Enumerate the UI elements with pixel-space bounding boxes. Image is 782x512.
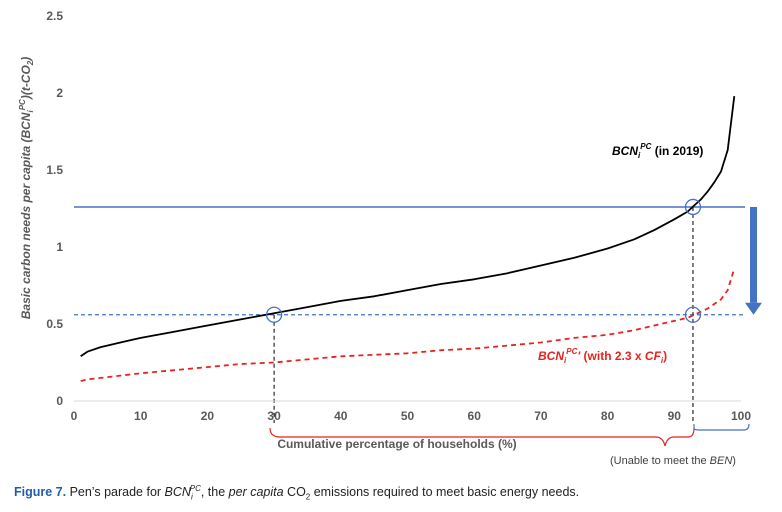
x-tick-label: 40 [334, 409, 348, 423]
intersection-circle [684, 198, 702, 216]
y-tick-label: 0 [56, 394, 63, 408]
caption-text: Pen’s parade for [66, 485, 165, 500]
y-tick-label: 1 [56, 240, 63, 254]
x-tick-label: 0 [71, 409, 78, 423]
black-series-label: BCNiPC (in 2019) [612, 142, 703, 160]
caption-bcn: BCN [164, 485, 191, 500]
pens-parade-chart: 0 10 20 30 40 50 60 70 80 90 100 0 0.5 1 1.5 2 2.5 Cumul… [18, 9, 762, 467]
y-tick-label: 0.5 [46, 317, 63, 331]
caption-co2-sub: 2 [305, 492, 311, 502]
vertical-guides [273, 206, 694, 423]
caption-per-capita: per capita [228, 485, 284, 500]
figure-caption: Figure 7. Pen’s parade for BCNiPC, the p… [14, 484, 579, 502]
caption-co2: CO [283, 485, 306, 500]
caption-bcn-sub: i [190, 492, 193, 502]
x-tick-label: 80 [601, 409, 615, 423]
y-tick-label: 1.5 [46, 163, 63, 177]
blue-brace [693, 423, 750, 431]
x-tick-label: 70 [534, 409, 548, 423]
caption-text-3: emissions required to meet basic energy … [310, 485, 580, 500]
arrow-head [745, 302, 762, 315]
caption-text-2: , the [200, 485, 229, 500]
x-tick-label: 50 [401, 409, 415, 423]
red-series-label: BCNiPC' (with 2.3 x CFi) [538, 347, 667, 365]
x-tick-label: 20 [201, 409, 215, 423]
red-brace [269, 427, 695, 447]
intersection-circle [684, 306, 702, 323]
x-axis-title: Cumulative percentage of households (%) [277, 437, 516, 451]
circle-markers [265, 198, 702, 323]
x-tick-label: 60 [468, 409, 482, 423]
tick-labels: 0 10 20 30 40 50 60 70 80 90 100 0 0.5 1 1.5 2 2.5 [46, 9, 751, 423]
x-tick-label: 100 [731, 409, 751, 423]
x-tick-label: 90 [668, 409, 682, 423]
caption-bcn-sup: PC [189, 484, 201, 493]
unable-note: (Unable to meet the BEN) [610, 455, 736, 467]
y-tick-label: 2 [56, 86, 63, 100]
series-lines [80, 95, 736, 382]
intersection-circle [265, 306, 283, 323]
reference-lines [74, 206, 745, 316]
x-tick-label: 10 [134, 409, 148, 423]
black-series-line [80, 95, 736, 358]
down-arrow [745, 206, 762, 315]
x-tick-label: 30 [267, 409, 281, 423]
arrow-shaft [750, 206, 757, 303]
caption-lead: Figure 7. [14, 485, 67, 500]
y-tick-label: 2.5 [46, 9, 63, 23]
red-dashed-series-line [80, 268, 736, 382]
y-axis-title: Basic carbon needs per capita (BCNiPC)(t… [18, 57, 35, 320]
